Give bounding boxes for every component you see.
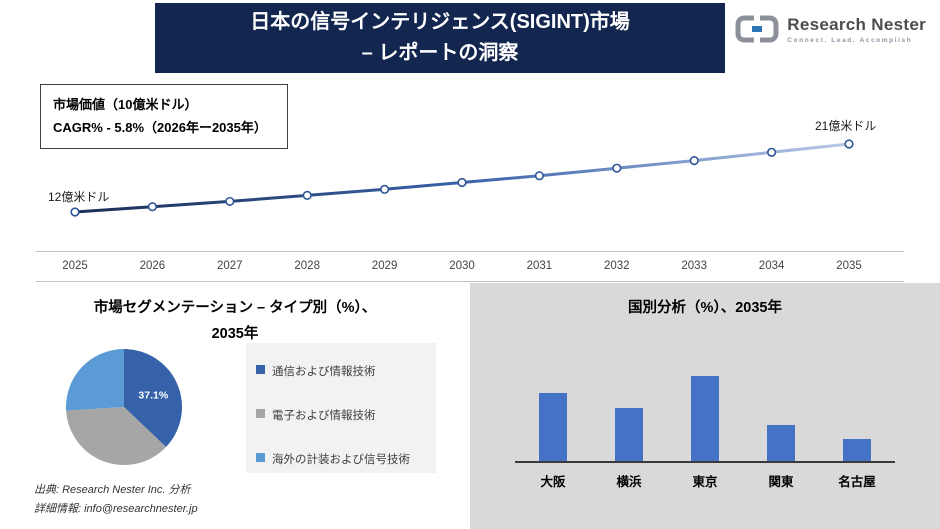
market-growth-line-chart	[70, 139, 854, 217]
segmentation-panel: 市場セグメンテーション – タイプ別（%）、 2035年 37.1% 通信および…	[0, 283, 470, 529]
country-bar-labels: 大阪 横浜 東京 関東 名古屋	[515, 471, 895, 490]
legend-label: 通信および情報技術	[272, 366, 376, 378]
data-point-2035	[844, 139, 854, 149]
segmentation-title: 市場セグメンテーション – タイプ別（%）、 2035年	[0, 295, 470, 347]
pie-slice-2	[66, 407, 167, 466]
legend-swatch-icon	[256, 365, 265, 374]
data-point-2027	[225, 196, 235, 207]
bar-label-関東: 関東	[768, 475, 794, 489]
bar-名古屋	[843, 439, 871, 461]
bar-label-東京: 東京	[692, 475, 718, 489]
logo-tagline: Connect. Lead. Accomplish	[787, 36, 913, 44]
legend-background	[246, 343, 436, 473]
market-value-box: 市場価値（10億米ドル） CAGR% - 5.8%（2026年ー2035年）	[40, 84, 288, 149]
bar-label-名古屋: 名古屋	[838, 475, 876, 489]
segmentation-title-line2: 2035年	[211, 326, 259, 343]
year-label-2025: 2025	[62, 260, 88, 272]
pie-slice-3	[65, 349, 124, 411]
year-label-2031: 2031	[526, 260, 553, 272]
cagr-label: CAGR% - 5.8%（2026年ー2035年）	[53, 120, 267, 136]
year-label-2032: 2032	[604, 260, 630, 272]
country-bar-chart	[515, 376, 895, 463]
bar-横浜	[615, 408, 643, 461]
year-label-2026: 2026	[139, 260, 166, 272]
legend-item-3: 海外の計装および信号技術	[256, 451, 410, 467]
bar-label-大阪: 大阪	[540, 475, 566, 489]
year-label-2029: 2029	[371, 260, 398, 272]
country-analysis-panel: 国別分析（%）、2035年 大阪 横浜 東京 関東 名古屋	[470, 283, 940, 529]
segmentation-pie-chart: 37.1%	[65, 349, 183, 466]
year-label-2027: 2027	[217, 260, 243, 272]
pie-slice-1	[124, 349, 183, 447]
research-nester-logo-icon	[734, 14, 780, 44]
year-label-2028: 2028	[294, 260, 320, 272]
legend-label: 海外の計装および信号技術	[272, 454, 410, 466]
research-nester-logo: Research Nester Connect. Lead. Accomplis…	[734, 14, 926, 44]
data-point-2031	[534, 171, 545, 181]
page-title-line1: 日本の信号インテリジェンス(SIGINT)市場	[250, 11, 630, 33]
data-point-2030	[457, 177, 467, 188]
bar-関東	[767, 425, 795, 461]
line-start-value-label: 12億米ドル	[48, 190, 110, 204]
pie-slice-percentage-label: 37.1%	[138, 389, 168, 401]
data-point-2029	[380, 184, 390, 194]
data-point-2026	[147, 202, 157, 212]
year-label-2035: 2035	[836, 260, 862, 272]
year-label-2030: 2030	[449, 260, 475, 272]
data-point-2028	[302, 190, 312, 200]
legend-item-2: 電子および情報技術	[256, 407, 410, 423]
contact-line: 詳細情報: info@researchnester.jp	[34, 503, 198, 516]
market-value-label: 市場価値（10億米ドル）	[53, 97, 198, 112]
segmentation-title-line1: 市場セグメンテーション – タイプ別（%）、	[93, 300, 377, 316]
legend-swatch-icon	[256, 409, 265, 418]
legend-item-1: 通信および情報技術	[256, 363, 410, 379]
page-title-line2: – レポートの洞察	[361, 42, 519, 64]
data-point-2034	[766, 147, 777, 157]
legend-swatch-icon	[256, 453, 265, 462]
logo-text: Research Nester	[787, 14, 926, 34]
year-label-2034: 2034	[758, 260, 785, 272]
source-line: 出典: Research Nester Inc. 分析	[34, 484, 191, 496]
bar-label-横浜: 横浜	[616, 475, 642, 489]
country-analysis-title: 国別分析（%）、2035年	[628, 300, 782, 316]
line-end-value-label: 21億米ドル	[815, 119, 877, 133]
data-point-2032	[612, 163, 622, 173]
header-banner: 日本の信号インテリジェンス(SIGINT)市場 – レポートの洞察	[155, 3, 725, 73]
bar-東京	[691, 376, 719, 461]
pie-legend: 通信および情報技術 電子および情報技術海外の計装および信号技術	[256, 363, 410, 467]
data-point-2025	[70, 207, 80, 217]
bar-大阪	[539, 393, 567, 461]
data-point-2033	[689, 156, 699, 166]
legend-label: 電子および情報技術	[272, 410, 376, 422]
source-note: 出典: Research Nester Inc. 分析 詳細情報: info@r…	[34, 481, 198, 520]
year-axis: 2025 2026 2027 2028 2029 2030 2031 2032 2033 2034…	[36, 251, 904, 282]
year-label-2033: 2033	[681, 260, 707, 272]
